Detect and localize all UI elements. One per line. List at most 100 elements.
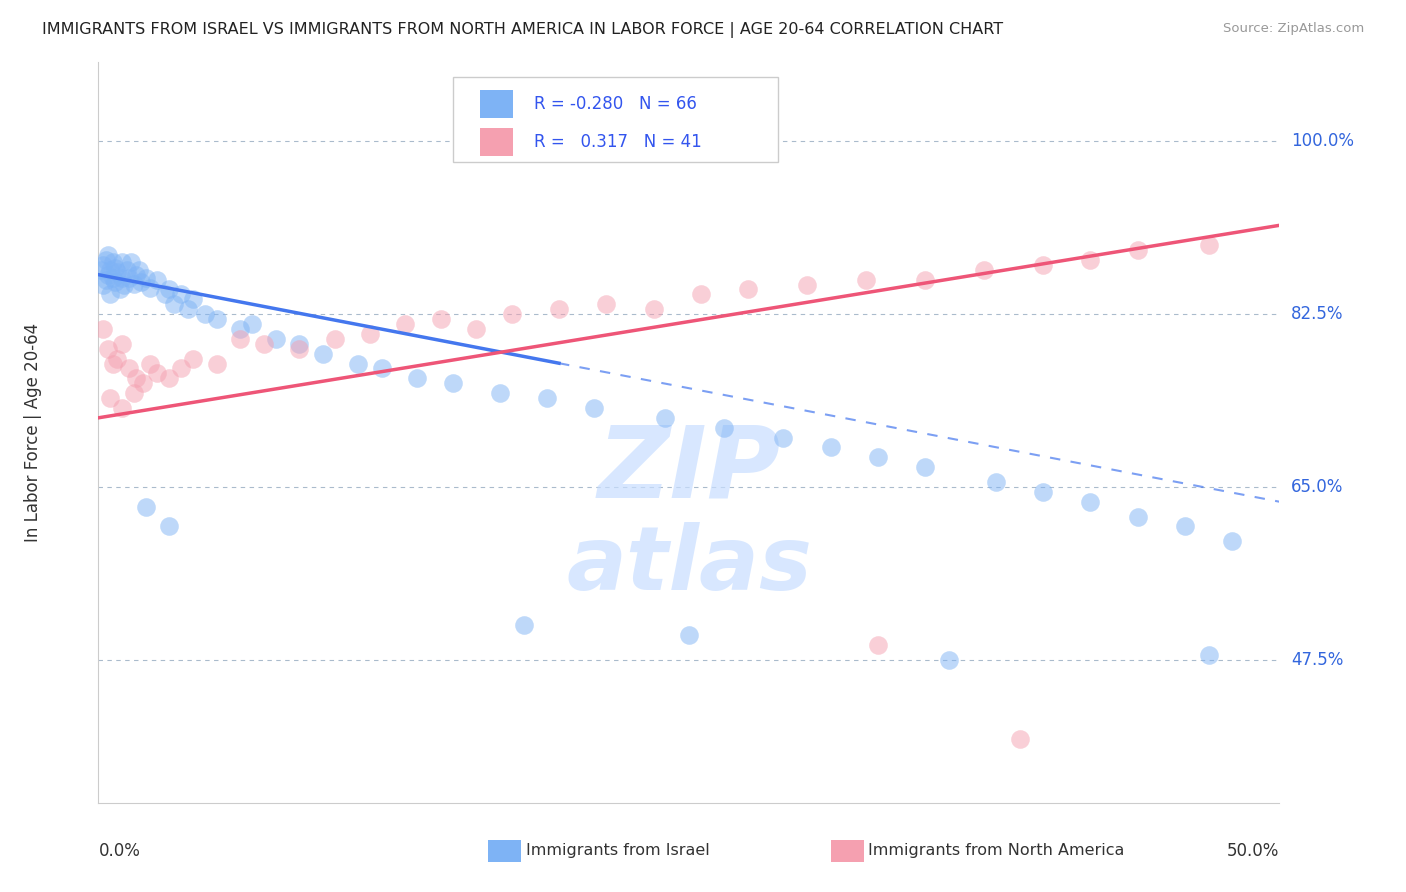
Point [1126, 509, 1149, 524]
Point [177, 302, 200, 317]
Point [135, 500, 157, 514]
Point [105, 351, 128, 366]
Point [253, 336, 276, 351]
Point [312, 346, 335, 360]
Point [489, 386, 512, 401]
Point [146, 272, 169, 286]
Point [205, 312, 228, 326]
Point [139, 357, 162, 371]
Point [678, 628, 700, 642]
Point [98, 262, 121, 277]
Point [371, 361, 394, 376]
Point [548, 302, 571, 317]
Point [111, 336, 134, 351]
Point [111, 255, 134, 269]
Text: 0.0%: 0.0% [98, 842, 141, 860]
Point [101, 255, 124, 269]
Point [146, 367, 169, 381]
Point [1174, 519, 1197, 533]
Point [512, 618, 534, 632]
Point [914, 272, 936, 286]
Point [1032, 484, 1054, 499]
Text: IMMIGRANTS FROM ISRAEL VS IMMIGRANTS FROM NORTH AMERICA IN LABOR FORCE | AGE 20-: IMMIGRANTS FROM ISRAEL VS IMMIGRANTS FRO… [42, 22, 1004, 38]
Point [1126, 243, 1149, 257]
Text: Immigrants from Israel: Immigrants from Israel [526, 844, 710, 858]
Bar [488, 840, 522, 862]
Point [129, 275, 152, 289]
Point [465, 322, 488, 336]
Point [441, 376, 464, 391]
Point [359, 326, 381, 341]
Point [91, 322, 114, 336]
Point [288, 342, 311, 356]
Point [1198, 648, 1220, 662]
Point [157, 519, 180, 533]
Text: Immigrants from North America: Immigrants from North America [869, 844, 1125, 858]
Point [170, 361, 193, 376]
Text: Source: ZipAtlas.com: Source: ZipAtlas.com [1223, 22, 1364, 36]
Point [914, 460, 936, 475]
Text: ZIP: ZIP [598, 421, 780, 518]
Point [406, 371, 429, 385]
Bar [479, 90, 513, 119]
Point [170, 287, 193, 301]
Point [111, 401, 134, 415]
Point [820, 441, 842, 455]
Point [115, 262, 138, 277]
Point [796, 277, 818, 292]
Point [101, 357, 124, 371]
Point [105, 265, 128, 279]
Point [125, 268, 148, 282]
Point [104, 275, 127, 289]
Point [1080, 494, 1102, 508]
Point [181, 351, 204, 366]
Point [163, 297, 186, 311]
Text: 100.0%: 100.0% [1291, 132, 1354, 151]
Point [97, 268, 120, 282]
Point [1032, 258, 1054, 272]
Point [1008, 731, 1031, 746]
Point [132, 376, 155, 391]
Point [111, 270, 134, 285]
Point [122, 277, 145, 291]
FancyBboxPatch shape [453, 78, 778, 162]
Point [135, 270, 157, 285]
Point [347, 357, 370, 371]
Bar [831, 840, 863, 862]
Point [264, 332, 287, 346]
Point [323, 332, 346, 346]
Point [153, 287, 176, 301]
Text: R =   0.317   N = 41: R = 0.317 N = 41 [534, 133, 702, 151]
Point [101, 270, 124, 285]
Point [583, 401, 606, 415]
Point [94, 252, 117, 267]
Point [112, 277, 135, 292]
Point [1198, 238, 1220, 252]
Point [855, 272, 877, 286]
Point [737, 283, 759, 297]
Point [394, 317, 416, 331]
Point [501, 307, 523, 321]
Text: 50.0%: 50.0% [1227, 842, 1279, 860]
Point [118, 270, 141, 285]
Point [229, 332, 252, 346]
Point [121, 255, 143, 269]
Point [288, 336, 311, 351]
Point [97, 248, 120, 262]
Text: 65.0%: 65.0% [1291, 478, 1344, 496]
Point [595, 297, 617, 311]
Point [938, 653, 960, 667]
Point [866, 638, 889, 652]
Point [128, 262, 150, 277]
Point [229, 322, 252, 336]
Point [689, 287, 711, 301]
Point [1220, 534, 1243, 549]
Text: 47.5%: 47.5% [1291, 650, 1344, 669]
Point [973, 262, 995, 277]
Point [97, 342, 120, 356]
Point [94, 272, 117, 286]
Point [90, 262, 112, 277]
Point [984, 475, 1007, 489]
Point [98, 287, 121, 301]
Point [108, 283, 131, 297]
